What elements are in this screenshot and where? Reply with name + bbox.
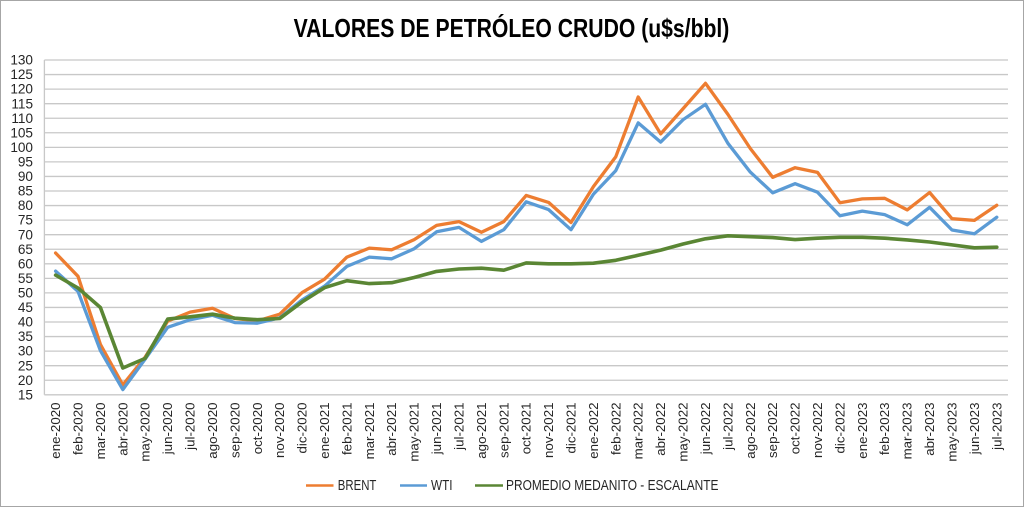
svg-text:55: 55 <box>18 271 33 286</box>
svg-text:85: 85 <box>18 184 33 199</box>
svg-text:nov-2022: nov-2022 <box>810 403 825 458</box>
svg-text:100: 100 <box>10 140 33 155</box>
svg-text:ene-2023: ene-2023 <box>855 403 870 459</box>
svg-text:20: 20 <box>18 373 34 388</box>
svg-text:sep-2020: sep-2020 <box>227 403 242 458</box>
svg-text:sep-2022: sep-2022 <box>765 403 780 458</box>
svg-text:jul-2020: jul-2020 <box>183 403 198 451</box>
svg-text:45: 45 <box>18 300 33 315</box>
svg-text:dic-2020: dic-2020 <box>295 403 310 454</box>
svg-text:105: 105 <box>10 125 33 140</box>
svg-text:jun-2022: jun-2022 <box>698 403 713 456</box>
svg-text:130: 130 <box>10 53 33 68</box>
svg-text:95: 95 <box>18 155 33 170</box>
svg-text:dic-2022: dic-2022 <box>832 403 847 454</box>
svg-text:ago-2021: ago-2021 <box>474 403 489 459</box>
svg-text:jun-2020: jun-2020 <box>160 403 175 456</box>
svg-text:dic-2021: dic-2021 <box>564 403 579 454</box>
svg-text:jun-2021: jun-2021 <box>429 403 444 456</box>
svg-text:ene-2021: ene-2021 <box>317 403 332 459</box>
svg-text:jul-2022: jul-2022 <box>720 403 735 451</box>
svg-text:sep-2021: sep-2021 <box>496 403 511 458</box>
svg-text:75: 75 <box>18 213 33 228</box>
svg-text:mar-2021: mar-2021 <box>362 403 377 460</box>
svg-text:nov-2020: nov-2020 <box>272 403 287 458</box>
svg-text:25: 25 <box>18 358 33 373</box>
svg-text:ene-2020: ene-2020 <box>48 403 63 459</box>
svg-text:40: 40 <box>18 315 34 330</box>
svg-text:mar-2023: mar-2023 <box>900 403 915 460</box>
svg-text:may-2021: may-2021 <box>407 403 422 462</box>
svg-text:jul-2023: jul-2023 <box>989 403 1004 451</box>
svg-text:ago-2020: ago-2020 <box>205 403 220 459</box>
svg-text:PROMEDIO MEDANITO - ESCALANTE: PROMEDIO MEDANITO - ESCALANTE <box>506 477 719 494</box>
svg-text:may-2020: may-2020 <box>138 403 153 462</box>
svg-text:feb-2023: feb-2023 <box>877 403 892 456</box>
svg-text:abr-2021: abr-2021 <box>384 403 399 456</box>
svg-text:BRENT: BRENT <box>338 477 377 494</box>
svg-text:120: 120 <box>10 82 33 97</box>
svg-text:80: 80 <box>18 198 34 213</box>
svg-text:feb-2020: feb-2020 <box>71 403 86 456</box>
svg-text:feb-2022: feb-2022 <box>608 403 623 456</box>
svg-text:oct-2020: oct-2020 <box>250 403 265 455</box>
svg-text:jun-2023: jun-2023 <box>967 403 982 456</box>
svg-text:feb-2021: feb-2021 <box>339 403 354 456</box>
svg-text:50: 50 <box>18 286 34 301</box>
svg-text:oct-2021: oct-2021 <box>519 403 534 455</box>
svg-text:may-2022: may-2022 <box>676 403 691 462</box>
svg-text:may-2023: may-2023 <box>945 403 960 462</box>
svg-text:35: 35 <box>18 329 33 344</box>
svg-text:15: 15 <box>18 387 33 402</box>
svg-text:70: 70 <box>18 227 34 242</box>
svg-text:abr-2020: abr-2020 <box>115 403 130 456</box>
svg-text:WTI: WTI <box>431 477 453 494</box>
svg-text:125: 125 <box>10 67 33 82</box>
svg-text:oct-2022: oct-2022 <box>788 403 803 455</box>
svg-text:110: 110 <box>11 111 33 126</box>
svg-text:abr-2023: abr-2023 <box>922 403 937 456</box>
svg-text:ago-2022: ago-2022 <box>743 403 758 459</box>
svg-text:VALORES DE PETRÓLEO CRUDO (u$s: VALORES DE PETRÓLEO CRUDO (u$s/bbl) <box>294 13 730 43</box>
svg-text:ene-2022: ene-2022 <box>586 403 601 459</box>
svg-text:60: 60 <box>18 256 34 271</box>
svg-text:nov-2021: nov-2021 <box>541 403 556 458</box>
svg-text:jul-2021: jul-2021 <box>452 403 467 451</box>
svg-text:90: 90 <box>18 169 34 184</box>
svg-text:65: 65 <box>18 242 33 257</box>
svg-text:115: 115 <box>11 96 33 111</box>
svg-text:mar-2022: mar-2022 <box>631 403 646 460</box>
svg-text:abr-2022: abr-2022 <box>653 403 668 456</box>
svg-text:30: 30 <box>18 344 34 359</box>
svg-text:mar-2020: mar-2020 <box>93 403 108 460</box>
